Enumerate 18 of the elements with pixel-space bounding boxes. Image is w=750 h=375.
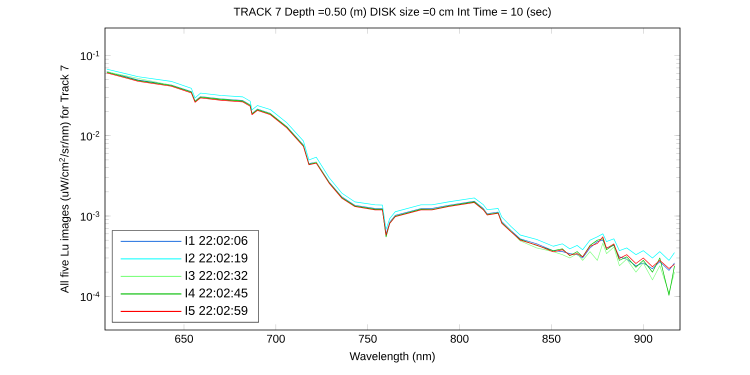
x-tick-label: 750 bbox=[358, 334, 377, 343]
x-tick-label: 650 bbox=[175, 334, 193, 343]
legend-label: I4 22:02:45 bbox=[186, 288, 248, 298]
chart-title: TRACK 7 Depth =0.50 (m) DISK size =0 cm Int Time = 10 (sec) bbox=[234, 7, 551, 18]
legend-label: I5 22:02:59 bbox=[186, 306, 248, 315]
x-tick-label: 700 bbox=[266, 334, 285, 343]
legend-label: I1 22:02:06 bbox=[186, 236, 248, 245]
y-tick-label: 10$^{-3}$ bbox=[80, 211, 100, 221]
x-tick-label: 900 bbox=[634, 334, 652, 343]
y-tick-label: 10$^{-2}$ bbox=[80, 131, 100, 140]
legend-label: I3 22:02:32 bbox=[186, 270, 248, 280]
y-tick-label: 10$^{-1}$ bbox=[80, 50, 100, 60]
y-axis-title: All five Lu images (uW/cm$^{2}$/sr/nm) for Track 7 bbox=[59, 65, 71, 294]
legend-label: I2 22:02:19 bbox=[186, 253, 248, 262]
x-tick-label: 800 bbox=[450, 334, 469, 343]
x-axis-title: Wavelength (nm) bbox=[350, 352, 435, 362]
x-tick-label: 850 bbox=[542, 334, 560, 343]
y-tick-label: 10$^{-4}$ bbox=[80, 292, 100, 301]
